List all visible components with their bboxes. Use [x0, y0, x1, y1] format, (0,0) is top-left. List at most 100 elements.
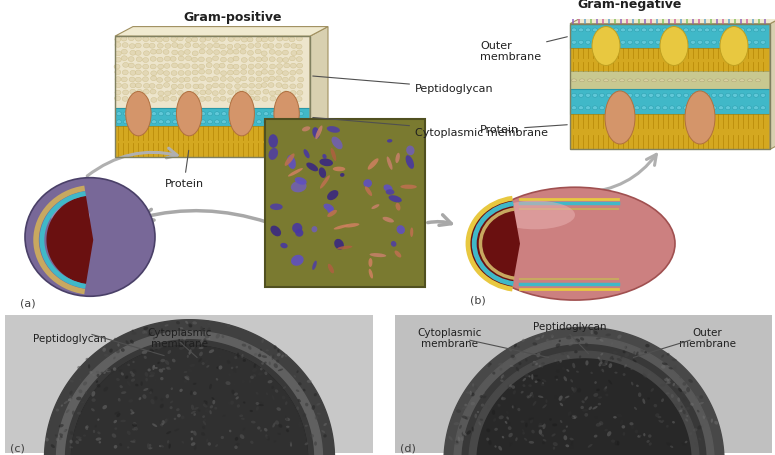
Ellipse shape [122, 50, 127, 55]
Ellipse shape [646, 344, 649, 348]
Ellipse shape [290, 441, 292, 444]
Ellipse shape [162, 368, 165, 370]
Ellipse shape [530, 420, 533, 424]
Ellipse shape [663, 29, 667, 33]
Ellipse shape [205, 91, 212, 95]
Ellipse shape [631, 10, 635, 14]
Polygon shape [310, 27, 328, 157]
Ellipse shape [170, 388, 173, 390]
Ellipse shape [143, 52, 150, 56]
Ellipse shape [189, 325, 192, 328]
Ellipse shape [202, 426, 205, 429]
Ellipse shape [200, 91, 206, 96]
Ellipse shape [178, 51, 184, 56]
Ellipse shape [587, 80, 593, 82]
Ellipse shape [192, 91, 198, 96]
Ellipse shape [240, 45, 246, 50]
Ellipse shape [290, 91, 296, 96]
Ellipse shape [256, 392, 259, 395]
Ellipse shape [163, 51, 169, 55]
Ellipse shape [119, 385, 122, 388]
Ellipse shape [464, 404, 467, 406]
Ellipse shape [296, 370, 298, 373]
Ellipse shape [151, 72, 157, 76]
Ellipse shape [664, 379, 669, 382]
Ellipse shape [312, 261, 317, 270]
Ellipse shape [551, 335, 553, 338]
Ellipse shape [281, 243, 288, 249]
Ellipse shape [277, 433, 281, 435]
Ellipse shape [515, 367, 519, 372]
Ellipse shape [198, 58, 205, 63]
Ellipse shape [625, 353, 629, 357]
Ellipse shape [666, 382, 671, 384]
Ellipse shape [629, 422, 633, 425]
Ellipse shape [143, 84, 150, 89]
Ellipse shape [613, 10, 617, 14]
Ellipse shape [323, 204, 334, 212]
Ellipse shape [386, 190, 394, 195]
Ellipse shape [682, 442, 687, 446]
Ellipse shape [667, 10, 671, 14]
Ellipse shape [486, 429, 491, 432]
Ellipse shape [711, 106, 717, 111]
Ellipse shape [136, 37, 141, 42]
Ellipse shape [236, 121, 240, 124]
Ellipse shape [593, 29, 598, 33]
Ellipse shape [454, 441, 459, 445]
Ellipse shape [474, 385, 477, 390]
Ellipse shape [594, 381, 597, 384]
Ellipse shape [165, 78, 170, 82]
Ellipse shape [465, 417, 468, 420]
Ellipse shape [604, 386, 607, 390]
Ellipse shape [250, 112, 254, 116]
Ellipse shape [206, 58, 212, 63]
Ellipse shape [477, 411, 479, 413]
Ellipse shape [578, 29, 584, 33]
Ellipse shape [270, 65, 275, 70]
Ellipse shape [212, 84, 219, 89]
Ellipse shape [274, 92, 299, 136]
Ellipse shape [653, 404, 657, 408]
Ellipse shape [230, 401, 234, 405]
Ellipse shape [147, 369, 151, 372]
Ellipse shape [584, 396, 588, 401]
Ellipse shape [158, 97, 164, 102]
Ellipse shape [83, 435, 86, 437]
Ellipse shape [69, 396, 73, 399]
Ellipse shape [56, 409, 59, 412]
Ellipse shape [663, 106, 667, 111]
Ellipse shape [256, 38, 262, 43]
Ellipse shape [578, 327, 583, 329]
Ellipse shape [282, 51, 288, 56]
Ellipse shape [636, 352, 639, 355]
Ellipse shape [135, 51, 141, 56]
Ellipse shape [533, 375, 538, 377]
Ellipse shape [621, 41, 625, 45]
Ellipse shape [136, 78, 141, 83]
Ellipse shape [256, 402, 260, 405]
Ellipse shape [129, 90, 136, 95]
Ellipse shape [165, 360, 169, 365]
Ellipse shape [598, 357, 600, 360]
Ellipse shape [677, 106, 681, 111]
Bar [115, 127, 310, 157]
Ellipse shape [145, 378, 148, 382]
Ellipse shape [144, 112, 150, 116]
Ellipse shape [599, 421, 603, 425]
Ellipse shape [529, 384, 532, 387]
Ellipse shape [582, 409, 588, 412]
Ellipse shape [268, 71, 274, 76]
Ellipse shape [501, 397, 504, 399]
Ellipse shape [515, 437, 518, 441]
Ellipse shape [601, 353, 603, 356]
Ellipse shape [621, 106, 625, 111]
Ellipse shape [70, 446, 73, 449]
Ellipse shape [757, 10, 761, 14]
Ellipse shape [283, 71, 288, 76]
Ellipse shape [601, 10, 605, 14]
Ellipse shape [498, 404, 501, 407]
Ellipse shape [732, 80, 736, 82]
Ellipse shape [131, 379, 135, 382]
Ellipse shape [501, 434, 505, 437]
